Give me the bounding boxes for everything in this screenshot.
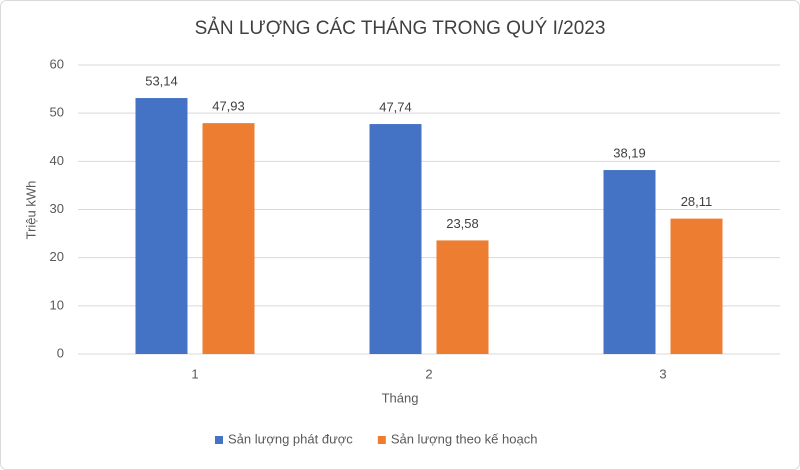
value-label: 47,93 — [212, 99, 245, 114]
bar — [202, 123, 255, 354]
bar — [135, 98, 188, 355]
legend-swatch — [215, 436, 223, 444]
value-label: 53,14 — [145, 73, 178, 88]
y-tick-label: 10 — [50, 297, 64, 312]
y-tick-label: 50 — [50, 105, 64, 120]
y-tick-label: 30 — [50, 201, 64, 216]
legend-label: Sản lượng phát được — [228, 431, 353, 446]
bar — [369, 124, 422, 354]
legend-swatch — [377, 436, 386, 444]
bar — [436, 240, 489, 354]
x-tick-label: 3 — [659, 366, 666, 381]
y-tick-label: 0 — [57, 345, 64, 360]
bar — [670, 218, 723, 354]
value-label: 23,58 — [446, 216, 479, 231]
x-tick-label: 2 — [425, 366, 432, 381]
y-tick-label: 20 — [50, 249, 64, 264]
value-label: 47,74 — [379, 99, 412, 114]
x-axis-label: Tháng — [382, 390, 419, 405]
chart-title: SẢN LƯỢNG CÁC THÁNG TRONG QUÝ I/2023 — [195, 17, 606, 39]
x-tick-label: 1 — [191, 366, 198, 381]
value-label: 28,11 — [681, 194, 713, 209]
value-label: 38,19 — [613, 145, 646, 160]
y-tick-label: 60 — [50, 56, 64, 71]
y-axis-label: Triệu kWh — [23, 181, 38, 240]
legend-label: Sản lượng theo kế hoạch — [391, 431, 538, 446]
y-tick-label: 40 — [50, 153, 64, 168]
bar — [603, 170, 656, 354]
